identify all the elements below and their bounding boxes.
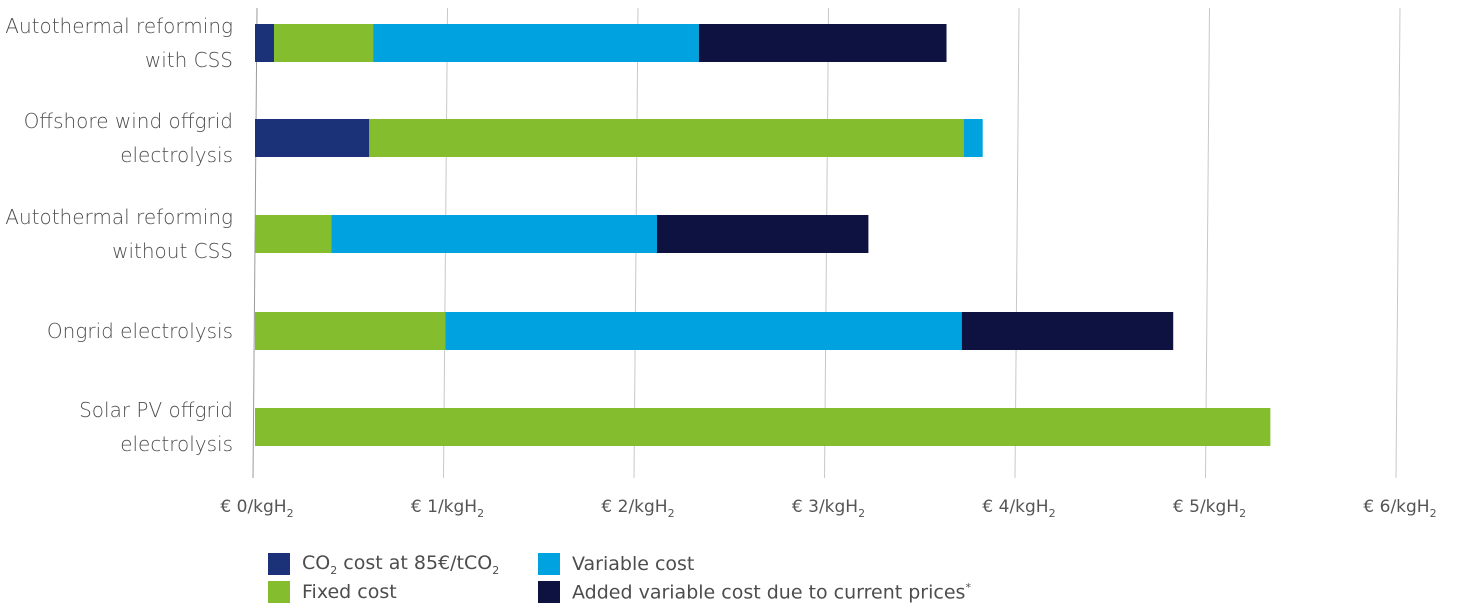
x-tick-label: € 6/kgH2 bbox=[1363, 497, 1436, 520]
gridline bbox=[1014, 7, 1020, 479]
x-tick-label: € 2/kgH2 bbox=[601, 497, 674, 520]
legend-item-added: Added variable cost due to current price… bbox=[538, 579, 971, 605]
bar-segment bbox=[373, 24, 699, 62]
category-label: Solar PV offgrid bbox=[79, 398, 233, 422]
bar-segment bbox=[255, 312, 446, 350]
legend-label-added: Added variable cost due to current price… bbox=[572, 580, 971, 604]
legend-item-co2: CO2 cost at 85€/tCO2 bbox=[268, 551, 499, 577]
legend-item-variable: Variable cost bbox=[538, 551, 694, 577]
x-tick-label: € 3/kgH2 bbox=[792, 497, 865, 520]
gridline bbox=[1395, 7, 1401, 479]
bar-segment bbox=[255, 119, 370, 157]
x-tick-label: € 4/kgH2 bbox=[982, 497, 1055, 520]
category-label: Autothermal reforming bbox=[5, 205, 233, 229]
category-label: electrolysis bbox=[120, 432, 233, 456]
x-tick-label: € 1/kgH2 bbox=[411, 497, 484, 520]
legend-swatch-co2 bbox=[268, 553, 290, 575]
chart: Autothermal reforming with CSS Offshore wi… bbox=[5, 7, 1437, 520]
legend-label-co2: CO2 cost at 85€/tCO2 bbox=[302, 551, 500, 577]
legend-label-fixed: Fixed cost bbox=[302, 581, 397, 603]
legend-swatch-added bbox=[538, 581, 560, 603]
legend-label-variable: Variable cost bbox=[572, 553, 695, 575]
bar-segment bbox=[274, 24, 374, 62]
bar-segment bbox=[698, 24, 947, 62]
category-label: without CSS bbox=[112, 239, 233, 263]
category-label: Offshore wind offgrid bbox=[24, 109, 233, 133]
category-label: Ongrid electrolysis bbox=[47, 319, 233, 343]
bar-segment bbox=[445, 312, 962, 350]
bar-segment bbox=[255, 408, 1271, 446]
category-label: electrolysis bbox=[120, 143, 233, 167]
legend-swatch-variable bbox=[538, 553, 560, 575]
bar-segment bbox=[656, 215, 869, 253]
bar-segment bbox=[963, 119, 983, 157]
legend-swatch-fixed bbox=[268, 581, 290, 603]
category-label: Autothermal reforming bbox=[5, 14, 233, 38]
bar-segment bbox=[255, 24, 275, 62]
bar-segment bbox=[369, 119, 964, 157]
gridline bbox=[1205, 7, 1210, 479]
x-tick-label: € 5/kgH2 bbox=[1173, 497, 1246, 520]
category-label: with CSS bbox=[145, 48, 233, 72]
bar-segment bbox=[961, 312, 1174, 350]
legend: CO2 cost at 85€/tCO2 Fixed cost Variable… bbox=[268, 547, 1028, 605]
legend-item-fixed: Fixed cost bbox=[268, 579, 397, 605]
bar-segment bbox=[331, 215, 657, 253]
bar-segment bbox=[255, 215, 332, 253]
x-tick-label: € 0/kgH2 bbox=[220, 497, 293, 520]
